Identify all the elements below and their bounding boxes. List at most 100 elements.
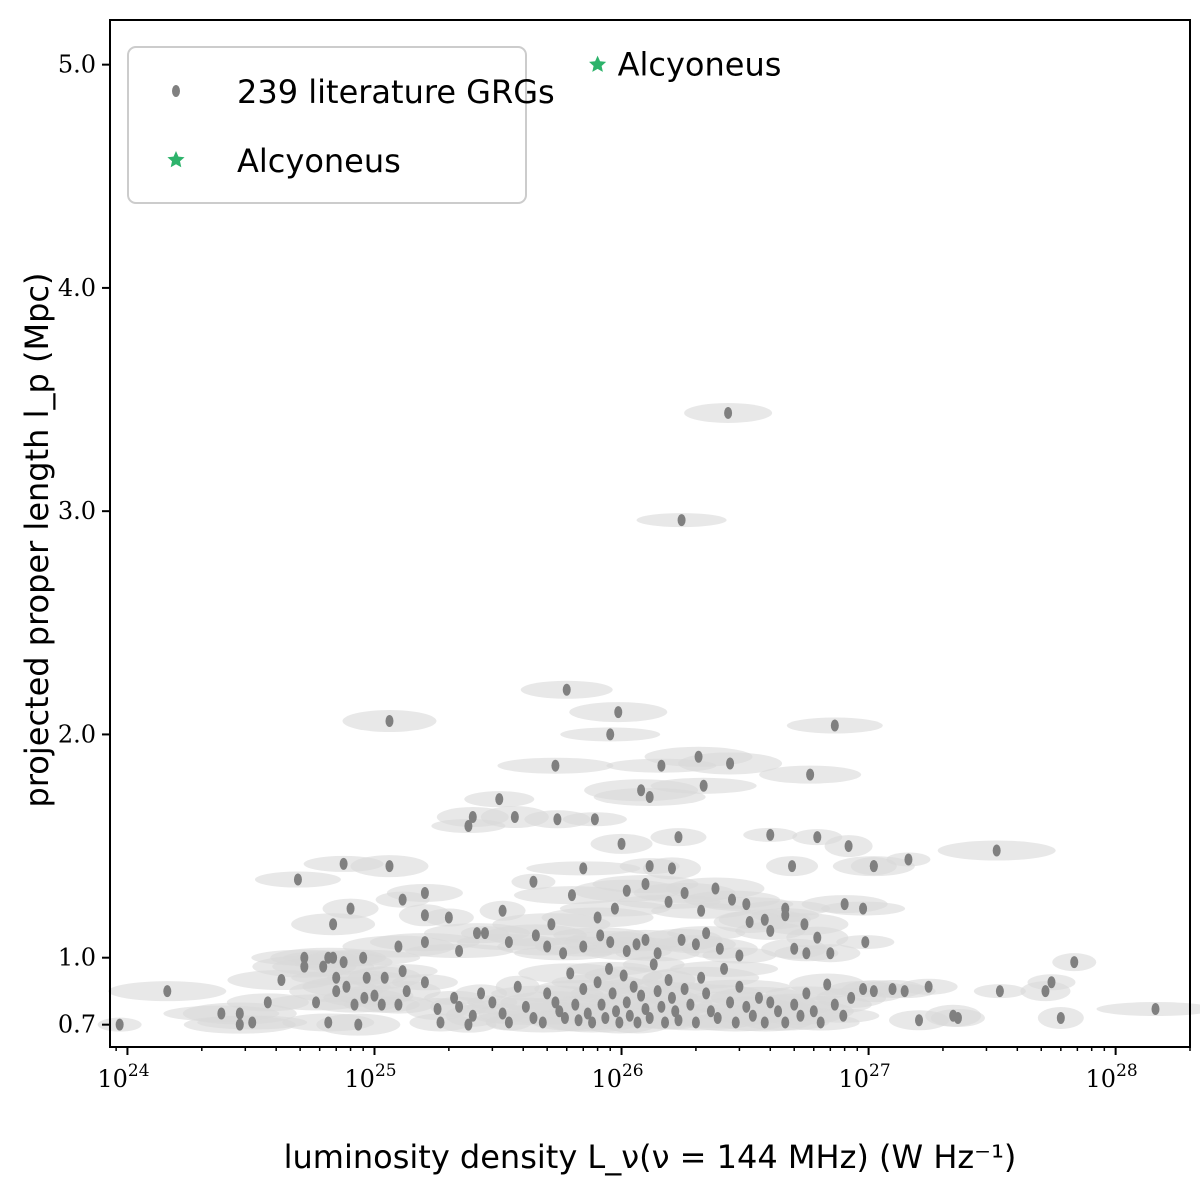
grg-data-point	[869, 860, 878, 873]
grg-data-point	[593, 911, 602, 924]
grg-data-point	[300, 960, 309, 973]
legend-grg-marker	[172, 85, 180, 97]
grg-data-point	[324, 951, 333, 964]
grg-data-point	[560, 1011, 569, 1024]
grg-data-point	[521, 1000, 530, 1013]
grg-data-point	[671, 1005, 680, 1018]
grg-data-point	[606, 728, 615, 741]
grg-data-point	[697, 971, 706, 984]
legend-grg-label: 239 literature GRGs	[237, 73, 555, 111]
grg-data-point	[774, 1005, 783, 1018]
grg-data-point	[840, 898, 849, 911]
y-tick-label: 4.0	[58, 274, 96, 302]
grg-data-point	[398, 893, 407, 906]
grg-data-point	[731, 1016, 740, 1029]
grg-data-point	[567, 889, 576, 902]
grg-data-point	[844, 840, 853, 853]
grg-data-point	[583, 1007, 592, 1020]
grg-data-point	[859, 982, 868, 995]
grg-data-point	[342, 980, 351, 993]
grg-data-point	[543, 987, 552, 1000]
grg-data-point	[394, 940, 403, 953]
grg-data-point	[590, 813, 599, 826]
grg-data-point	[728, 893, 737, 906]
grg-data-point	[790, 998, 799, 1011]
grg-data-point	[464, 1018, 473, 1031]
grg-data-point	[601, 1011, 610, 1024]
grg-data-point	[455, 944, 464, 957]
grg-data-point	[661, 1016, 670, 1029]
grg-data-point	[538, 1016, 547, 1029]
grg-data-point	[498, 1007, 507, 1020]
grg-data-point	[385, 715, 394, 728]
grg-data-point	[579, 982, 588, 995]
grg-data-point	[163, 985, 172, 998]
grg-data-point	[608, 987, 617, 1000]
grg-data-point	[760, 1016, 769, 1029]
grg-data-point	[697, 904, 706, 917]
grg-data-point	[839, 1009, 848, 1022]
legend-alcyoneus-marker	[167, 151, 185, 168]
y-axis-title: projected proper length l_p (Mpc)	[18, 273, 56, 808]
grg-data-point	[622, 884, 631, 897]
grg-data-point	[498, 904, 507, 917]
grg-data-point	[529, 1011, 538, 1024]
grg-data-point	[380, 971, 389, 984]
grg-data-point	[612, 1005, 621, 1018]
grg-data-point	[359, 951, 368, 964]
x-axis-title: luminosity density L_ν(ν = 144 MHz) (W H…	[284, 1138, 1017, 1176]
grg-data-point	[699, 779, 708, 792]
grg-data-point	[847, 991, 856, 1004]
grg-data-point	[677, 933, 686, 946]
grg-data-point	[830, 998, 839, 1011]
grg-data-point	[686, 998, 695, 1011]
grg-data-point	[813, 831, 822, 844]
x-tick-label: 1024	[97, 1061, 149, 1093]
grg-data-point	[1151, 1003, 1160, 1016]
grg-data-point	[924, 980, 933, 993]
grg-data-point	[724, 406, 733, 419]
grg-data-point	[553, 813, 562, 826]
grg-data-point	[641, 1003, 650, 1016]
error-ellipse	[1096, 1002, 1200, 1017]
grg-data-point	[953, 1011, 962, 1024]
grg-data-point	[420, 886, 429, 899]
grg-data-point	[702, 927, 711, 940]
grg-data-point	[531, 929, 540, 942]
grg-data-point	[420, 976, 429, 989]
grg-data-point	[339, 857, 348, 870]
grg-data-point	[745, 915, 754, 928]
grg-data-point	[350, 998, 359, 1011]
grg-data-point	[559, 947, 568, 960]
grg-data-point	[667, 991, 676, 1004]
legend: 239 literature GRGs Alcyoneus	[127, 46, 555, 204]
grg-data-point	[610, 902, 619, 915]
grg-data-point	[622, 944, 631, 957]
grg-data-point	[574, 1014, 583, 1027]
grg-data-point	[468, 1009, 477, 1022]
y-tick-label: 0.7	[58, 1011, 96, 1039]
grg-data-point	[800, 918, 809, 931]
alcyoneus-annotation: Alcyoneus	[618, 46, 782, 84]
grg-data-point	[543, 940, 552, 953]
grg-data-point	[694, 750, 703, 763]
grg-data-point	[551, 996, 560, 1009]
legend-alcyoneus-label: Alcyoneus	[237, 142, 401, 180]
grg-data-point	[649, 958, 658, 971]
grg-data-point	[436, 1016, 445, 1029]
grg-data-point	[677, 514, 686, 527]
grg-data-point	[888, 982, 897, 995]
grg-data-point	[495, 793, 504, 806]
grg-data-point	[217, 1007, 226, 1020]
grg-data-point	[691, 938, 700, 951]
grg-data-point	[398, 965, 407, 978]
grg-data-point	[664, 895, 673, 908]
grg-data-point	[235, 1018, 244, 1031]
grg-data-point	[823, 978, 832, 991]
grg-data-point	[715, 942, 724, 955]
grg-data-point	[235, 1007, 244, 1020]
x-axis-ticks: 1024 1025 1026 1027 1028	[97, 1047, 1191, 1093]
grg-data-point	[420, 909, 429, 922]
grg-data-point	[637, 784, 646, 797]
grg-data-point	[504, 1016, 513, 1029]
